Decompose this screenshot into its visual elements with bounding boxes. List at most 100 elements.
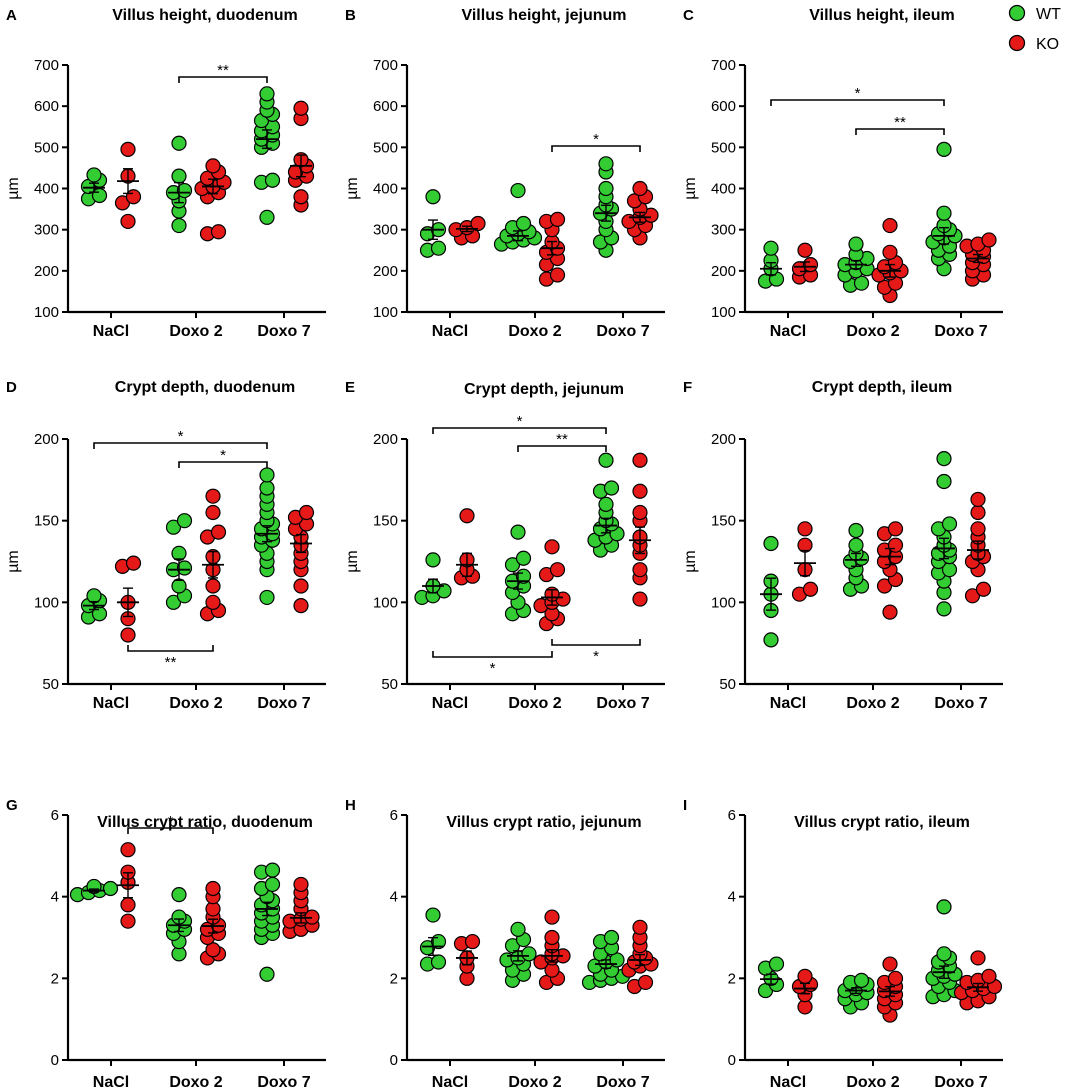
y-tick-label: 100 (34, 594, 59, 611)
y-tick-label: 4 (728, 889, 736, 906)
data-point-wt (768, 956, 785, 972)
significance-bracket: ** (127, 645, 214, 671)
data-point-ko (293, 189, 309, 205)
data-point-wt (259, 86, 275, 102)
panel-b: B Villus height, jejunum 100 200 300 400 500 60… (344, 7, 665, 340)
data-point-wt (603, 480, 620, 496)
y-tick-label: 0 (728, 1052, 736, 1069)
panel-label: B (345, 7, 356, 24)
data-point-wt (171, 887, 187, 903)
panel-label: D (6, 379, 17, 396)
y-tick-label: 200 (34, 431, 59, 448)
significance-label: * (178, 428, 184, 445)
y-tick-label: 100 (34, 304, 59, 321)
data-point-ko (293, 100, 309, 116)
y-tick-label: 50 (719, 676, 736, 693)
data-point-ko (876, 578, 893, 594)
data-point-wt (510, 921, 526, 937)
data-point-wt (165, 594, 182, 610)
significance-label: ** (165, 654, 177, 671)
significance-label: * (517, 413, 523, 430)
chart-title: Villus crypt ratio, ileum (794, 814, 970, 831)
y-tick-label: 100 (711, 594, 736, 611)
bracket-line (93, 442, 268, 449)
data-point-ko (887, 521, 904, 537)
data-point-wt (86, 588, 102, 604)
data-point-ko (120, 141, 136, 157)
data-point-wt (936, 946, 952, 962)
data-point-ko (802, 581, 819, 597)
panel-label: A (6, 7, 17, 24)
chart-title: Villus height, duodenum (112, 7, 297, 24)
data-point-wt (430, 240, 447, 256)
data-point-wt (936, 601, 952, 617)
y-tick-label: 200 (711, 431, 736, 448)
data-point-ko (293, 876, 309, 893)
y-tick-label: 200 (34, 263, 59, 280)
data-point-ko (802, 257, 819, 273)
legend: WT KO (1008, 4, 1061, 53)
data-point-ko (882, 604, 898, 620)
x-category-label: NaCl (770, 1074, 806, 1091)
y-tick-label: 50 (381, 676, 398, 693)
panel-g: G Villus crypt ratio, duodenum 0 2 4 6 NaCl Dox… (6, 797, 326, 1091)
x-category-label: Doxo 2 (846, 323, 899, 340)
chart-title: Villus crypt ratio, duodenum (97, 814, 313, 831)
data-point-wt (264, 876, 281, 893)
significance-bracket: ** (855, 114, 945, 135)
data-point-ko (205, 504, 221, 521)
legend-marker-ko (1008, 34, 1026, 52)
y-tick-label: 200 (711, 263, 736, 280)
panel-i: I Villus crypt ratio, ileum 0 2 4 6 NaCl Doxo 2… (683, 797, 1003, 1091)
data-point-ko (549, 267, 566, 283)
data-point-ko (970, 950, 986, 966)
data-point-wt (598, 496, 614, 512)
y-tick-label: 150 (373, 513, 398, 530)
x-category-label: Doxo 2 (169, 695, 222, 712)
significance-bracket: * (432, 413, 607, 434)
y-tick-label: 100 (373, 594, 398, 611)
x-category-label: Doxo 7 (257, 695, 310, 712)
bracket-line (770, 99, 945, 106)
data-point-wt (853, 275, 870, 291)
data-point-ko (797, 521, 813, 537)
data-point-ko (120, 913, 136, 929)
x-category-label: NaCl (432, 1074, 468, 1091)
bracket-line (855, 128, 945, 135)
data-point-ko (205, 578, 221, 594)
data-point-ko (205, 942, 221, 958)
data-point-ko (210, 524, 227, 540)
panel-f: F Crypt depth, ileum 50 100 150 200 NaCl Doxo 2… (682, 379, 1003, 712)
data-point-ko (464, 933, 481, 950)
significance-bracket: * (127, 813, 214, 834)
data-point-ko (544, 539, 560, 555)
data-point-wt (102, 880, 119, 897)
data-point-ko (632, 504, 648, 521)
significance-bracket: ** (178, 62, 268, 83)
bracket-line (551, 145, 641, 152)
data-point-wt (259, 589, 275, 606)
panel-label: I (683, 797, 687, 814)
panel-c: C Villus height, ileum 100 200 300 400 500 600 7… (682, 7, 1003, 340)
data-point-wt (936, 473, 952, 490)
y-axis-label: µm (344, 177, 361, 200)
data-point-ko (205, 158, 221, 174)
data-point-ko (632, 919, 648, 935)
data-point-wt (603, 929, 620, 946)
data-point-ko (632, 591, 648, 607)
data-point-wt (430, 954, 447, 970)
significance-label: * (220, 447, 226, 464)
data-point-ko (882, 217, 898, 234)
x-category-label: Doxo 7 (596, 323, 649, 340)
data-point-wt (176, 182, 193, 199)
data-point-wt (171, 545, 187, 561)
chart-title: Crypt depth, duodenum (115, 379, 295, 396)
y-tick-label: 150 (711, 513, 736, 530)
x-category-label: Doxo 7 (934, 695, 987, 712)
significance-label: * (490, 660, 496, 677)
data-point-wt (848, 522, 864, 539)
data-point-ko (964, 588, 981, 604)
data-point-wt (941, 516, 958, 532)
data-point-wt (165, 519, 182, 535)
